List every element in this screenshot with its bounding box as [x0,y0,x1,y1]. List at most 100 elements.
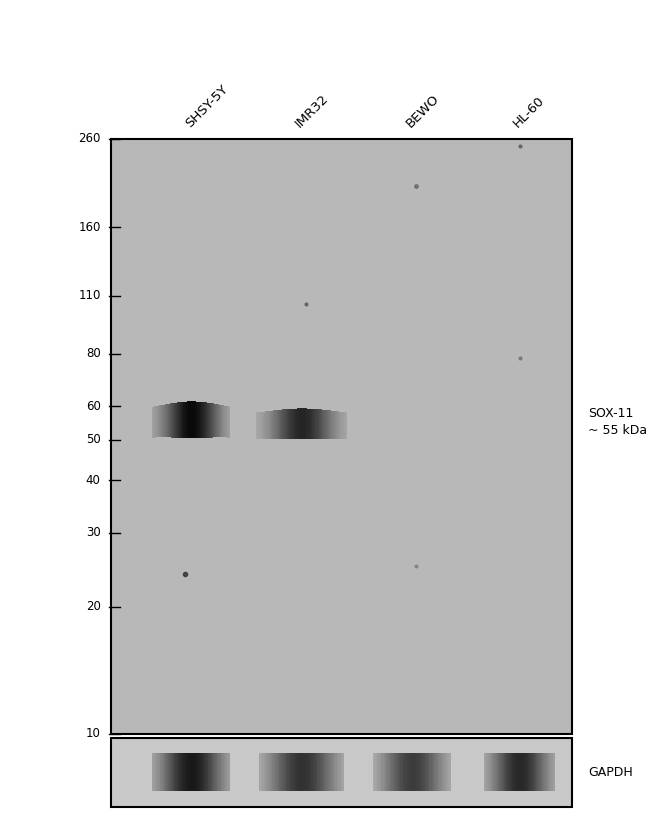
FancyBboxPatch shape [272,411,273,438]
FancyBboxPatch shape [303,408,304,439]
FancyBboxPatch shape [287,409,288,439]
FancyBboxPatch shape [341,753,343,791]
FancyBboxPatch shape [486,753,488,791]
FancyBboxPatch shape [338,753,339,791]
FancyBboxPatch shape [213,403,214,438]
FancyBboxPatch shape [227,406,228,438]
FancyBboxPatch shape [344,412,345,438]
FancyBboxPatch shape [220,753,221,791]
FancyBboxPatch shape [278,753,279,791]
FancyBboxPatch shape [273,411,274,438]
FancyBboxPatch shape [285,409,286,439]
FancyBboxPatch shape [199,402,200,438]
FancyBboxPatch shape [506,753,508,791]
FancyBboxPatch shape [153,407,154,438]
FancyBboxPatch shape [337,412,338,438]
FancyBboxPatch shape [450,753,451,791]
FancyBboxPatch shape [196,753,198,791]
FancyBboxPatch shape [194,402,195,438]
FancyBboxPatch shape [181,402,183,438]
FancyBboxPatch shape [220,405,222,438]
FancyBboxPatch shape [263,753,265,791]
FancyBboxPatch shape [181,753,182,791]
FancyBboxPatch shape [229,407,230,438]
FancyBboxPatch shape [437,753,438,791]
FancyBboxPatch shape [324,410,326,438]
FancyBboxPatch shape [229,753,230,791]
FancyBboxPatch shape [425,753,426,791]
FancyBboxPatch shape [188,402,189,438]
FancyBboxPatch shape [549,753,551,791]
FancyBboxPatch shape [203,753,204,791]
FancyBboxPatch shape [523,753,524,791]
FancyBboxPatch shape [262,753,263,791]
FancyBboxPatch shape [386,753,387,791]
Text: 110: 110 [79,289,101,302]
FancyBboxPatch shape [289,409,291,439]
FancyBboxPatch shape [264,412,265,438]
FancyBboxPatch shape [400,753,402,791]
FancyBboxPatch shape [261,753,262,791]
FancyBboxPatch shape [169,403,170,438]
FancyBboxPatch shape [318,409,320,439]
FancyBboxPatch shape [333,411,335,438]
FancyBboxPatch shape [282,753,283,791]
FancyBboxPatch shape [532,753,534,791]
FancyBboxPatch shape [170,403,171,438]
FancyBboxPatch shape [159,405,160,438]
FancyBboxPatch shape [226,753,228,791]
FancyBboxPatch shape [282,409,283,439]
FancyBboxPatch shape [195,402,196,438]
FancyBboxPatch shape [270,411,271,438]
FancyBboxPatch shape [429,753,430,791]
FancyBboxPatch shape [182,753,183,791]
FancyBboxPatch shape [408,753,410,791]
FancyBboxPatch shape [514,753,515,791]
FancyBboxPatch shape [111,738,572,807]
FancyBboxPatch shape [390,753,391,791]
FancyBboxPatch shape [159,753,160,791]
FancyBboxPatch shape [333,753,334,791]
FancyBboxPatch shape [153,753,155,791]
FancyBboxPatch shape [211,403,212,438]
FancyBboxPatch shape [200,753,202,791]
FancyBboxPatch shape [185,753,186,791]
FancyBboxPatch shape [317,753,318,791]
FancyBboxPatch shape [210,403,211,438]
FancyBboxPatch shape [302,408,303,439]
FancyBboxPatch shape [345,412,346,438]
FancyBboxPatch shape [191,753,192,791]
FancyBboxPatch shape [152,753,153,791]
FancyBboxPatch shape [203,402,204,438]
FancyBboxPatch shape [300,408,302,439]
FancyBboxPatch shape [194,753,195,791]
Text: HL-60: HL-60 [511,94,547,130]
FancyBboxPatch shape [298,408,300,439]
FancyBboxPatch shape [228,407,229,438]
FancyBboxPatch shape [343,412,344,438]
FancyBboxPatch shape [521,753,522,791]
FancyBboxPatch shape [221,753,222,791]
Text: BEWO: BEWO [404,92,442,130]
FancyBboxPatch shape [185,402,187,438]
FancyBboxPatch shape [346,412,347,438]
FancyBboxPatch shape [202,753,203,791]
Text: 50: 50 [86,433,101,446]
Text: 80: 80 [86,347,101,360]
FancyBboxPatch shape [498,753,499,791]
FancyBboxPatch shape [209,403,210,438]
FancyBboxPatch shape [269,753,270,791]
FancyBboxPatch shape [314,753,316,791]
FancyBboxPatch shape [322,753,324,791]
FancyBboxPatch shape [552,753,554,791]
FancyBboxPatch shape [169,753,170,791]
FancyBboxPatch shape [519,753,521,791]
FancyBboxPatch shape [551,753,552,791]
FancyBboxPatch shape [179,753,181,791]
FancyBboxPatch shape [424,753,425,791]
FancyBboxPatch shape [266,412,268,438]
FancyBboxPatch shape [491,753,492,791]
FancyBboxPatch shape [497,753,498,791]
Text: 160: 160 [79,221,101,234]
FancyBboxPatch shape [432,753,433,791]
